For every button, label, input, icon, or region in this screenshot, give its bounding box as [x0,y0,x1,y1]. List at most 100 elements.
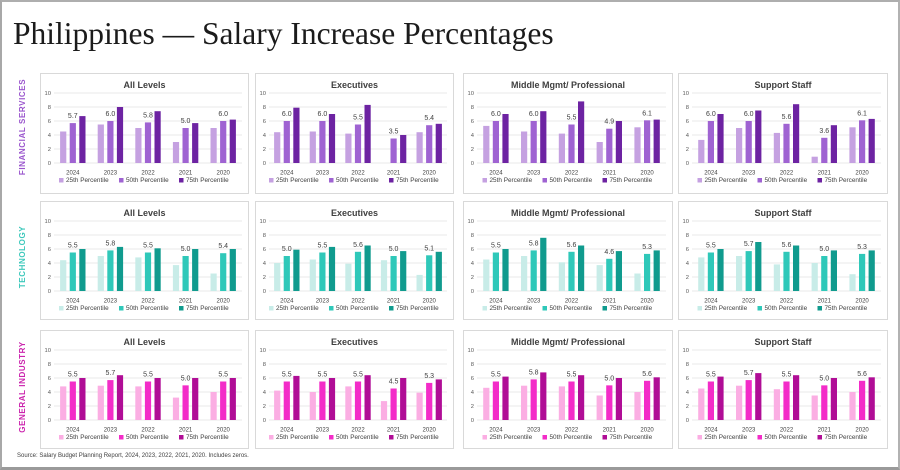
svg-text:2021: 2021 [387,299,401,305]
svg-text:50th Percentile: 50th Percentile [550,434,593,441]
svg-text:0: 0 [471,289,474,295]
svg-text:10: 10 [260,219,266,225]
svg-text:8: 8 [263,362,266,368]
svg-text:5.5: 5.5 [68,372,78,379]
svg-text:6: 6 [48,376,51,382]
svg-text:2: 2 [48,147,51,153]
svg-text:8: 8 [263,233,266,239]
svg-text:10: 10 [683,219,689,225]
svg-text:2022: 2022 [565,428,579,434]
svg-text:2021: 2021 [179,428,193,434]
svg-text:0: 0 [686,161,689,167]
svg-text:8: 8 [48,362,51,368]
svg-text:5.6: 5.6 [857,371,867,378]
svg-text:2024: 2024 [704,299,718,305]
svg-text:5.6: 5.6 [567,242,577,249]
svg-text:2020: 2020 [640,428,654,434]
svg-text:4: 4 [686,133,690,139]
svg-text:2024: 2024 [66,299,80,305]
svg-text:2021: 2021 [818,171,832,177]
svg-text:2: 2 [48,275,51,281]
svg-text:2: 2 [686,275,689,281]
svg-text:25th Percentile: 25th Percentile [66,305,109,312]
svg-text:Middle Mgmt/ Professional: Middle Mgmt/ Professional [511,337,625,347]
svg-text:8: 8 [48,105,51,111]
svg-text:25th Percentile: 25th Percentile [490,434,533,441]
svg-text:6.0: 6.0 [282,111,292,118]
svg-text:8: 8 [686,362,689,368]
svg-text:2022: 2022 [141,299,155,305]
svg-text:Support Staff: Support Staff [755,208,813,218]
svg-text:50th Percentile: 50th Percentile [765,305,808,312]
svg-text:5.6: 5.6 [782,242,792,249]
svg-text:4: 4 [471,390,475,396]
svg-text:2021: 2021 [387,428,401,434]
svg-text:0: 0 [686,418,689,424]
svg-text:2021: 2021 [818,299,832,305]
svg-text:6.0: 6.0 [529,111,539,118]
svg-text:10: 10 [683,91,689,97]
svg-text:2: 2 [471,147,474,153]
svg-text:2024: 2024 [280,299,294,305]
svg-text:5.5: 5.5 [782,372,792,379]
svg-text:2020: 2020 [423,171,437,177]
svg-text:5.0: 5.0 [181,118,191,125]
svg-text:2020: 2020 [423,428,437,434]
svg-text:10: 10 [45,91,51,97]
svg-text:0: 0 [48,418,51,424]
svg-text:5.6: 5.6 [353,242,363,249]
svg-text:10: 10 [683,348,689,354]
svg-text:25th Percentile: 25th Percentile [66,177,109,184]
svg-text:50th Percentile: 50th Percentile [336,177,379,184]
svg-text:2023: 2023 [527,428,541,434]
svg-text:6: 6 [686,119,689,125]
svg-text:10: 10 [468,219,474,225]
svg-text:5.7: 5.7 [68,113,78,120]
svg-text:25th Percentile: 25th Percentile [276,434,319,441]
svg-text:Executives: Executives [331,80,378,90]
svg-text:6: 6 [471,376,474,382]
svg-text:5.0: 5.0 [819,246,829,253]
svg-text:5.7: 5.7 [106,370,116,377]
svg-text:8: 8 [263,105,266,111]
svg-text:2: 2 [263,404,266,410]
svg-text:2: 2 [686,147,689,153]
svg-text:2023: 2023 [104,299,118,305]
svg-text:5.0: 5.0 [389,246,399,253]
svg-text:4.9: 4.9 [604,119,614,126]
svg-text:5.5: 5.5 [282,372,292,379]
svg-text:5.5: 5.5 [353,372,363,379]
svg-text:2023: 2023 [527,171,541,177]
svg-text:6.0: 6.0 [491,111,501,118]
svg-text:2020: 2020 [855,428,869,434]
svg-text:2022: 2022 [565,171,579,177]
svg-text:6: 6 [686,247,689,253]
svg-text:2024: 2024 [280,428,294,434]
svg-text:2020: 2020 [217,171,231,177]
svg-text:Middle Mgmt/ Professional: Middle Mgmt/ Professional [511,80,625,90]
svg-text:Executives: Executives [331,208,378,218]
svg-text:2020: 2020 [640,299,654,305]
svg-text:4: 4 [471,261,475,267]
svg-text:0: 0 [48,161,51,167]
svg-text:25th Percentile: 25th Percentile [705,177,748,184]
svg-text:Middle Mgmt/ Professional: Middle Mgmt/ Professional [511,208,625,218]
svg-text:6: 6 [686,376,689,382]
svg-text:4: 4 [471,133,475,139]
svg-text:5.5: 5.5 [706,372,716,379]
svg-text:50th Percentile: 50th Percentile [126,177,169,184]
svg-text:2023: 2023 [104,171,118,177]
svg-text:3.6: 3.6 [819,128,829,135]
svg-text:5.3: 5.3 [642,244,652,251]
svg-text:Support Staff: Support Staff [755,80,813,90]
svg-text:75th Percentile: 75th Percentile [186,177,229,184]
svg-text:5.8: 5.8 [529,240,539,247]
svg-text:2022: 2022 [780,428,794,434]
svg-text:10: 10 [45,219,51,225]
svg-text:2022: 2022 [141,171,155,177]
svg-text:4: 4 [263,133,267,139]
svg-text:75th Percentile: 75th Percentile [610,305,653,312]
svg-text:6: 6 [263,119,266,125]
svg-text:5.8: 5.8 [106,240,116,247]
svg-text:5.0: 5.0 [819,375,829,382]
